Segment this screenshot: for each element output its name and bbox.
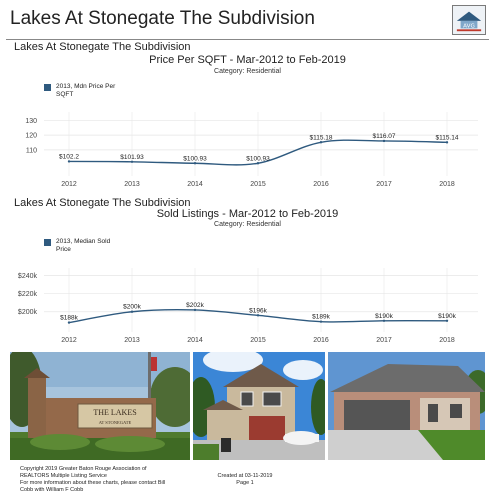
data-label: $188k <box>60 315 78 322</box>
data-label: $202k <box>186 302 204 309</box>
footer-created: Created at 03-11-2019 Page 1 <box>195 473 295 487</box>
data-label: $115.18 <box>309 134 332 141</box>
y-tick-label: 120 <box>25 133 37 140</box>
data-point <box>319 141 323 144</box>
data-label: $115.14 <box>435 134 458 141</box>
chart-subtitle-sold: Category: Residential <box>214 221 281 228</box>
page-number: Page 1 <box>236 480 254 486</box>
page-title: Lakes At Stonegate The Subdivision <box>10 8 315 29</box>
data-label: $190k <box>438 313 456 320</box>
data-point <box>193 308 197 312</box>
y-tick-label: $240k <box>18 273 38 280</box>
chart-subtitle-price: Category: Residential <box>214 68 281 75</box>
data-label: $116.07 <box>372 133 395 140</box>
chart-title-price: Price Per SQFT - Mar-2012 to Feb-2019 <box>149 54 346 66</box>
header-divider <box>6 39 489 40</box>
data-point <box>130 160 134 163</box>
single-story-house-photo <box>328 352 485 460</box>
x-tick-label: 2017 <box>376 181 392 188</box>
contact-text: For more information about these charts,… <box>20 480 166 493</box>
svg-text:THE LAKES: THE LAKES <box>93 408 136 417</box>
y-tick-label: $200k <box>18 309 38 316</box>
data-label: $100.93 <box>183 155 207 162</box>
y-tick-label: $220k <box>18 291 38 298</box>
price-per-sqft-chart: 110 120 130 $102.2 $101.93 $100.93 $100.93 $115… <box>25 112 478 188</box>
section-label-sold: Lakes At Stonegate The Subdivision <box>14 197 191 209</box>
x-tick-label: 2015 <box>250 181 266 188</box>
legend-swatch <box>44 239 51 246</box>
data-point <box>256 162 260 165</box>
data-point <box>130 310 134 313</box>
chart-title-sold: Sold Listings - Mar-2012 to Feb-2019 <box>156 208 339 220</box>
data-label: $100.93 <box>246 155 270 162</box>
x-tick-label: 2012 <box>61 181 77 188</box>
x-tick-label: 2014 <box>187 337 203 344</box>
legend-label: 2013, Median Sold Price <box>56 238 111 253</box>
sold-listings-chart: $200k $220k $240k $188k $200k $202k $196k $189k… <box>18 268 478 344</box>
legend-price: 2013, Mdn Price Per SQFT <box>44 83 124 99</box>
svg-text:AT STONEGATE: AT STONEGATE <box>99 420 132 425</box>
data-point <box>445 141 449 144</box>
x-tick-label: 2016 <box>313 181 329 188</box>
data-label: $102.2 <box>59 153 79 160</box>
x-tick-label: 2012 <box>61 337 77 344</box>
x-tick-label: 2016 <box>313 337 329 344</box>
data-point <box>256 314 260 317</box>
footer-copyright: Copyright 2019 Greater Baton Rouge Assoc… <box>20 466 170 494</box>
x-tick-label: 2018 <box>439 181 455 188</box>
entrance-sign-photo: THE LAKES AT STONEGATE <box>10 352 190 460</box>
legend-swatch <box>44 84 51 91</box>
legend-label: 2013, Mdn Price Per SQFT <box>56 83 116 98</box>
data-label: $101.93 <box>120 154 144 161</box>
data-point <box>67 321 71 324</box>
svg-text:AVG: AVG <box>463 23 475 29</box>
data-point <box>382 319 386 322</box>
x-tick-label: 2014 <box>187 181 203 188</box>
data-point <box>382 139 386 143</box>
x-tick-label: 2018 <box>439 337 455 344</box>
two-story-house-photo <box>193 352 325 460</box>
data-point <box>445 319 449 322</box>
section-label-price: Lakes At Stonegate The Subdivision <box>14 41 191 53</box>
data-point <box>193 162 197 165</box>
x-tick-label: 2017 <box>376 337 392 344</box>
legend-sold: 2013, Median Sold Price <box>44 238 134 254</box>
copyright-text: Copyright 2019 Greater Baton Rouge Assoc… <box>20 466 147 479</box>
data-label: $200k <box>123 304 141 311</box>
data-point <box>67 160 71 163</box>
data-label: $196k <box>249 307 267 314</box>
data-label: $189k <box>312 314 330 321</box>
x-tick-label: 2013 <box>124 337 140 344</box>
data-label: $190k <box>375 313 393 320</box>
y-tick-label: 130 <box>25 118 37 125</box>
data-point <box>319 320 323 323</box>
created-date: Created at 03-11-2019 <box>217 473 273 479</box>
y-tick-label: 110 <box>26 147 37 154</box>
x-tick-label: 2013 <box>124 181 140 188</box>
x-tick-label: 2015 <box>250 337 266 344</box>
company-logo: AVG <box>452 5 486 35</box>
